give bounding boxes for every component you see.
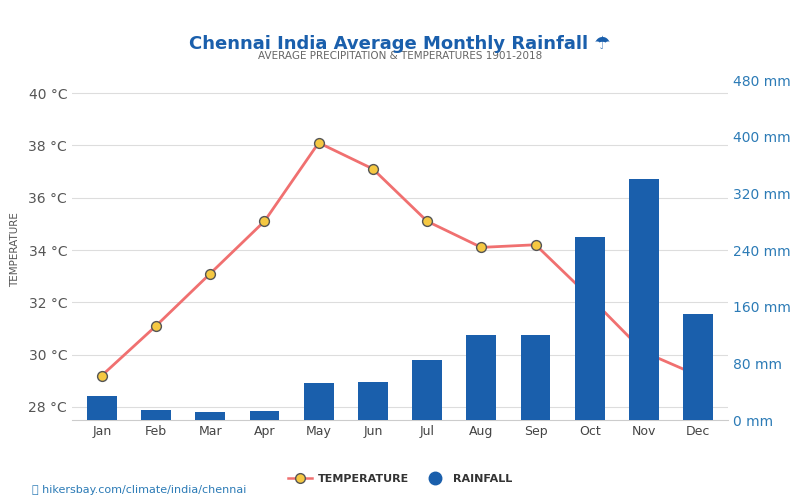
Point [258,217,271,225]
Bar [195,412,225,420]
Y-axis label: TEMPERATURE: TEMPERATURE [10,212,20,288]
Bar [250,411,279,420]
Point [692,372,705,380]
Bar [87,396,117,420]
Point [312,139,325,147]
Point [583,293,596,301]
Bar [466,335,496,420]
Title: Chennai India Average Monthly Rainfall ☂: Chennai India Average Monthly Rainfall ☂ [190,36,610,54]
Bar [683,314,713,420]
Point [638,348,650,356]
Bar [412,360,442,420]
Bar [575,238,605,420]
Point [150,322,162,330]
Text: AVERAGE PRECIPITATION & TEMPERATURES 1901-2018: AVERAGE PRECIPITATION & TEMPERATURES 190… [258,52,542,62]
Bar [304,383,334,420]
Point [204,270,217,278]
Bar [629,179,659,420]
Point [529,241,542,249]
Point [421,217,434,225]
Legend: TEMPERATURE, RAINFALL: TEMPERATURE, RAINFALL [283,469,517,489]
Point [366,165,379,173]
Bar [521,335,550,420]
Point [475,244,488,252]
Text: 📍 hikersbay.com/climate/india/chennai: 📍 hikersbay.com/climate/india/chennai [32,485,246,495]
Bar [358,382,388,420]
Point [95,372,108,380]
Bar [141,410,171,420]
